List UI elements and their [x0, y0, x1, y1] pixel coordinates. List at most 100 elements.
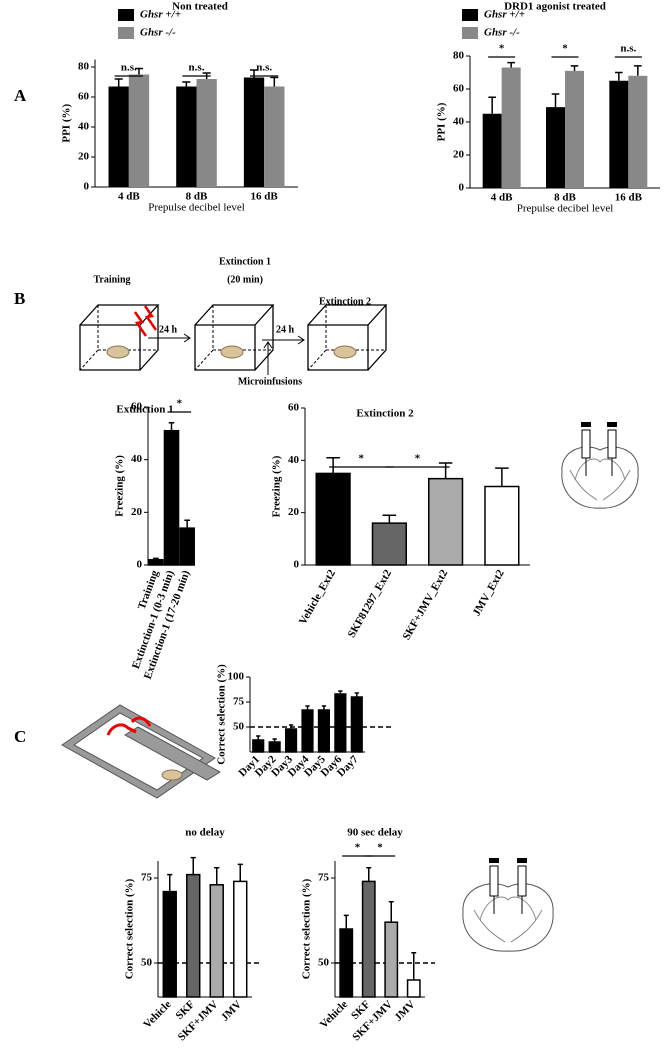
error-bar [168, 422, 175, 431]
bar [501, 67, 521, 188]
bar [350, 696, 363, 753]
error-bar [190, 856, 196, 875]
panel-label: A [14, 86, 27, 105]
bar [384, 921, 399, 998]
significance-label: * [355, 842, 361, 854]
paradigm-diagram: Training Extinction 1 (20 min) Extinctio… [79, 256, 388, 387]
infusion-label: Microinfusions [238, 376, 302, 387]
error-bar [184, 519, 190, 529]
significance-label: n.s. [189, 62, 205, 74]
significance-label: * [177, 398, 183, 410]
y-tick-label: 0 [84, 181, 90, 193]
legend-label: Ghsr -/- [140, 27, 176, 39]
panel-label: C [14, 727, 26, 746]
y-tick-label: 0 [459, 182, 465, 194]
legend-swatch [118, 27, 134, 39]
y-axis-label: Correct selection (%) [216, 664, 228, 765]
significance-label: * [359, 453, 365, 465]
y-tick-label: 60 [78, 91, 90, 103]
interval-label: 24 h [159, 324, 178, 335]
bar [163, 429, 180, 566]
box-hidden-edge [79, 305, 158, 371]
error-bar [305, 705, 310, 710]
chart-title: Non treated [172, 1, 228, 13]
box [307, 304, 388, 371]
cannula [581, 429, 591, 459]
box [79, 304, 160, 371]
x-tick-label: 4 dB [118, 191, 140, 203]
significance-label: * [377, 842, 383, 854]
y-tick-label: 20 [288, 506, 300, 518]
y-tick-label: 80 [78, 61, 90, 73]
bar [148, 558, 164, 566]
bar [361, 880, 376, 998]
error-bar [507, 61, 515, 68]
bar [482, 113, 502, 188]
y-tick-label: 100 [228, 671, 245, 683]
y-tick-label: 40 [288, 454, 300, 466]
bar [252, 739, 265, 753]
y-tick-label: 20 [131, 506, 143, 518]
bar [268, 741, 281, 753]
mouse [161, 769, 183, 781]
significance-label: n.s. [121, 62, 137, 74]
error-bar [388, 901, 394, 923]
mouse [106, 345, 130, 359]
significance-label: n.s. [620, 43, 636, 55]
bar [176, 86, 197, 187]
y-tick-label: 75 [141, 872, 153, 884]
legend-label: Ghsr -/- [484, 27, 520, 39]
cannula-cap [517, 858, 527, 863]
bar [186, 873, 201, 998]
box-hidden-edge [307, 305, 386, 371]
maze-door [106, 716, 152, 736]
y-tick-label: 0 [294, 559, 300, 571]
cannula [517, 865, 527, 897]
error-bar [321, 705, 327, 710]
y-tick-label: 80 [453, 50, 465, 62]
x-tick-label: JMV [392, 998, 417, 1023]
bar [243, 77, 265, 187]
mouse [333, 345, 357, 359]
error-bar [114, 78, 123, 87]
brain-section [561, 422, 639, 509]
x-tick-label: SKF81297_Ext2 [346, 567, 395, 640]
bar [196, 79, 217, 187]
y-tick-label: 75 [318, 872, 330, 884]
x-tick-label: Vehicle_Ext2 [297, 567, 338, 627]
error-bar [272, 738, 277, 742]
arrow [148, 333, 305, 375]
y-tick-label: 0 [137, 559, 143, 571]
x-tick-label: 16 dB [251, 191, 279, 203]
error-bar [288, 724, 294, 729]
x-axis-label: Prepulse decibel level [517, 203, 614, 215]
error-bar [495, 467, 509, 487]
error-bar [615, 71, 623, 81]
cannula-tip [585, 458, 613, 476]
chart-title: DRD1 agonist treated [504, 1, 606, 13]
significance-label: * [415, 453, 421, 465]
x-tick-label: SKF+JMV_Ext2 [401, 567, 451, 642]
stage-label: Extinction 1 [219, 256, 271, 267]
legend-label: Ghsr +/+ [140, 9, 181, 21]
y-axis-label: Correct selection (%) [124, 878, 136, 979]
brain-detail [569, 458, 631, 501]
x-tick-label: 4 dB [491, 192, 513, 204]
cannula-cap [607, 422, 617, 427]
significance-label: n.s. [256, 62, 272, 74]
brain-outline [561, 446, 639, 509]
error-bar [354, 692, 359, 697]
box-hidden-edge [194, 305, 273, 371]
legend-swatch [462, 27, 478, 39]
y-tick-label: 50 [233, 721, 245, 733]
error-bar [182, 81, 191, 87]
y-axis-label: PPI (%) [61, 104, 73, 143]
bar [406, 979, 421, 998]
x-tick-label: Vehicle [141, 998, 173, 1030]
y-tick-label: 50 [141, 957, 153, 969]
bar [371, 522, 407, 566]
y-tick-label: 75 [233, 696, 245, 708]
y-tick-label: 20 [453, 149, 465, 161]
bar [428, 477, 464, 566]
